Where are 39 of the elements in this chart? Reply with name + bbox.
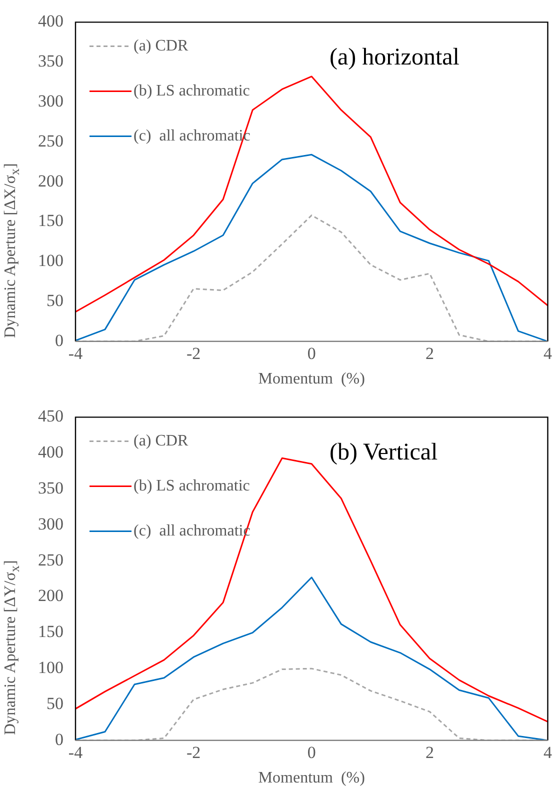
x-tick-label: 4	[544, 743, 552, 762]
line-series	[76, 214, 548, 342]
x-axis-title: Momentum (%)	[258, 770, 365, 787]
annotation: (a) horizontal	[330, 44, 460, 70]
x-axis-title: Momentum (%)	[258, 370, 365, 388]
x-tick-label: -4	[68, 743, 84, 762]
x-tick-label: 4	[544, 344, 552, 364]
legend-label: (b) LS achromatic	[134, 82, 250, 100]
y-tick-label: 350	[38, 52, 64, 71]
legend-label: (a) CDR	[134, 432, 188, 450]
x-tick-label: -2	[186, 344, 201, 364]
x-tick-label: -4	[68, 344, 84, 364]
y-tick-label: 50	[46, 290, 64, 310]
y-tick-label: 200	[38, 171, 64, 190]
y-tick-label: 300	[38, 514, 64, 534]
y-tick-label: 250	[38, 131, 64, 150]
line-series	[76, 668, 548, 740]
y-tick-label: 350	[38, 478, 64, 498]
y-tick-label: 250	[38, 550, 64, 570]
legend-label: (b) LS achromatic	[134, 477, 250, 494]
y-tick-label: 100	[38, 251, 64, 270]
y-tick-label: 200	[38, 586, 64, 606]
y-tick-label: 50	[46, 694, 64, 713]
y-tick-label: 0	[55, 730, 64, 749]
y-tick-label: 0	[55, 330, 64, 350]
x-tick-label: -2	[186, 743, 201, 762]
x-tick-label: 2	[425, 743, 434, 762]
x-tick-label: 2	[425, 344, 434, 364]
y-tick-label: 300	[38, 91, 64, 110]
y-tick-label: 150	[38, 622, 64, 642]
x-tick-label: 0	[307, 344, 316, 364]
y-tick-label: 100	[38, 658, 64, 678]
y-tick-label: 400	[38, 442, 64, 462]
y-tick-label: 150	[38, 211, 64, 230]
y-tick-label: 400	[38, 12, 64, 31]
annotation: (b) Vertical	[330, 439, 438, 466]
y-tick-label: 450	[38, 406, 64, 426]
legend-label: (a) CDR	[134, 37, 188, 54]
x-tick-label: 0	[307, 743, 316, 762]
